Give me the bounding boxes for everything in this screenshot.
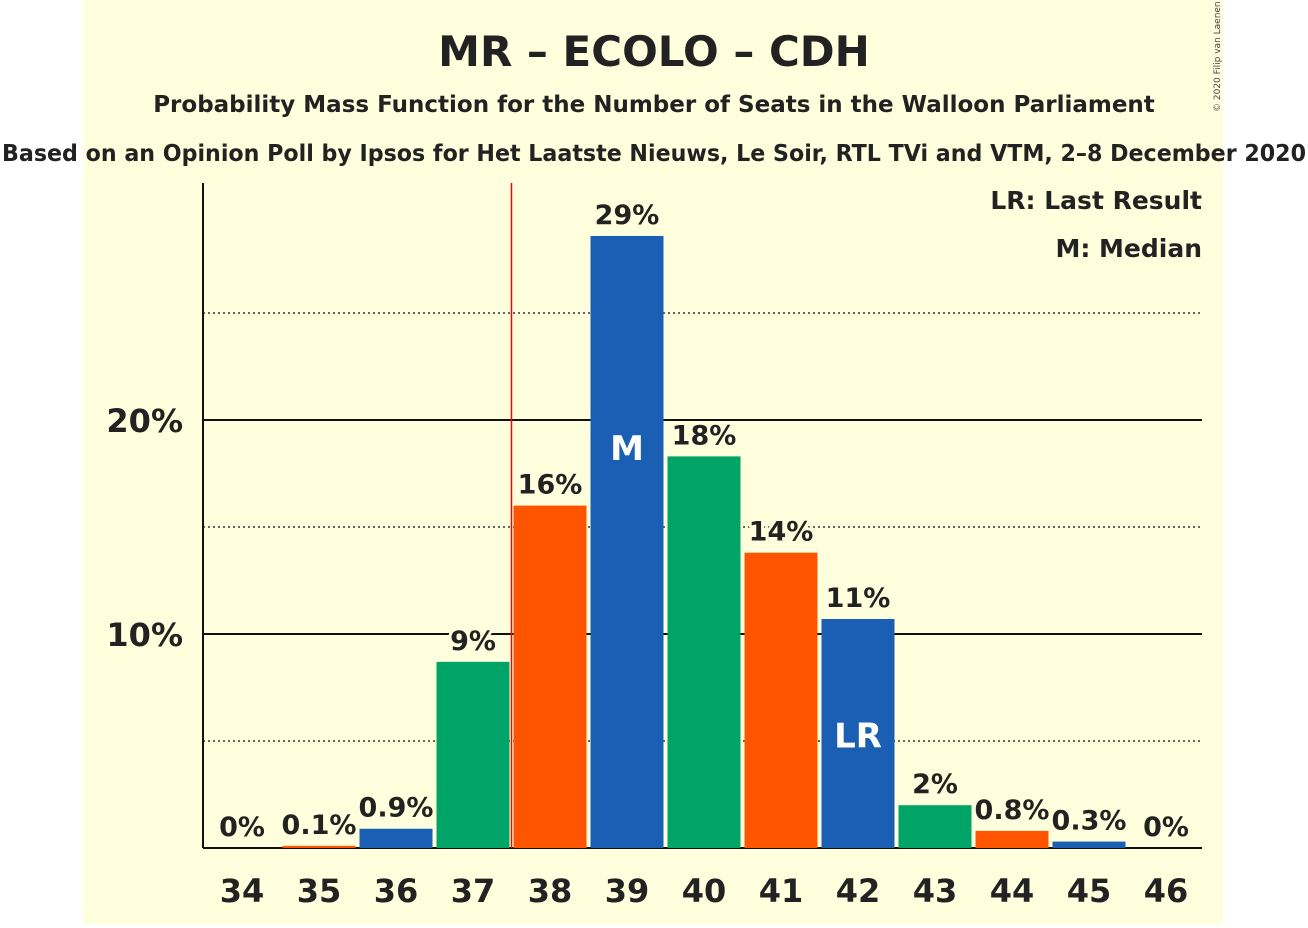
bar-36 — [359, 828, 433, 848]
data-label-38: 16% — [518, 470, 583, 501]
x-tick-label-35: 35 — [297, 872, 342, 910]
legend-last-result: LR: Last Result — [990, 186, 1202, 215]
legend-median: M: Median — [1055, 234, 1202, 263]
x-tick-label-46: 46 — [1144, 872, 1189, 910]
data-label-34: 0% — [219, 812, 265, 843]
x-tick-label-34: 34 — [220, 872, 265, 910]
bar-39 — [590, 235, 664, 848]
data-label-35: 0.1% — [282, 810, 357, 841]
data-label-45: 0.3% — [1052, 806, 1127, 837]
marker-lr: LR — [834, 717, 882, 757]
bar-42 — [821, 619, 895, 848]
bar-43 — [898, 805, 972, 848]
data-label-44: 0.8% — [975, 795, 1050, 826]
bars — [282, 235, 1126, 848]
chart-title: MR – ECOLO – CDH — [438, 27, 870, 76]
bar-41 — [744, 552, 818, 848]
x-tick-label-36: 36 — [374, 872, 419, 910]
bar-35 — [282, 845, 356, 848]
bar-45 — [1052, 841, 1126, 848]
x-tick-label-44: 44 — [990, 872, 1035, 910]
x-tick-label-37: 37 — [451, 872, 496, 910]
chart-source: Based on an Opinion Poll by Ipsos for He… — [2, 141, 1306, 167]
data-label-42: 11% — [826, 583, 891, 614]
chart-marks: 0% 34 0.1% 35 0.9% 36 9% 37 16% 38 29% 39 18% 40 14% 41… — [216, 183, 1192, 910]
x-tick-label-43: 43 — [913, 872, 958, 910]
data-label-39: 29% — [595, 200, 660, 231]
x-tick-label-38: 38 — [528, 872, 573, 910]
x-tick-label-39: 39 — [605, 872, 650, 910]
x-tick-label-45: 45 — [1067, 872, 1112, 910]
data-label-41: 14% — [749, 517, 814, 548]
bar-40 — [667, 456, 741, 848]
data-label-37: 9% — [450, 626, 496, 657]
data-label-43: 2% — [912, 769, 958, 800]
x-tick-label-41: 41 — [759, 872, 804, 910]
data-label-36: 0.9% — [359, 793, 434, 824]
copyright-text: © 2020 Filip van Laenen — [1213, 1, 1223, 112]
y-tick-label: 20% — [106, 402, 183, 440]
x-tick-label-42: 42 — [836, 872, 881, 910]
data-label-46: 0% — [1143, 812, 1189, 843]
bar-37 — [436, 661, 510, 848]
bar-44 — [975, 830, 1049, 848]
x-tick-label-40: 40 — [682, 872, 727, 910]
y-tick-label: 10% — [106, 616, 183, 654]
marker-m: M — [610, 429, 644, 469]
bar-38 — [513, 505, 587, 848]
data-label-40: 18% — [672, 420, 737, 451]
chart-subtitle: Probability Mass Function for the Number… — [153, 92, 1155, 118]
